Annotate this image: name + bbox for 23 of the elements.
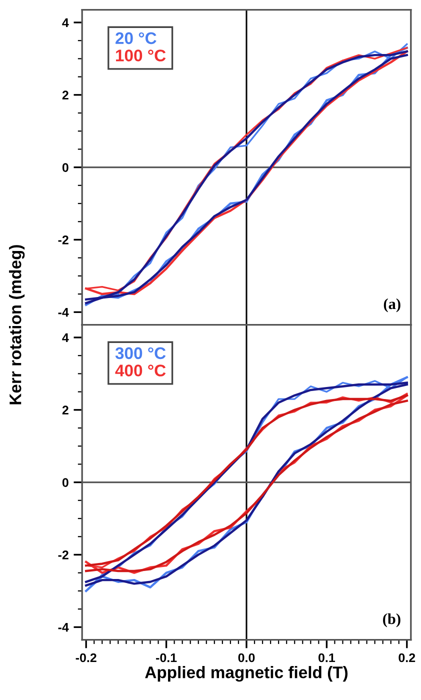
x-tick-label: 0.1 bbox=[318, 653, 336, 662]
annotation: (b) bbox=[383, 613, 400, 628]
y-tick-label: 0 bbox=[62, 163, 68, 172]
text: 100 °C bbox=[116, 50, 166, 62]
x-tick-label: -0.2 bbox=[76, 653, 96, 662]
y-tick-label: -4 bbox=[58, 308, 69, 317]
y-axis-title: Kerr rotation (mdeg) bbox=[9, 245, 25, 404]
y-tick-label: 4 bbox=[62, 18, 69, 27]
x-axis-title: Applied magnetic field (T) bbox=[145, 666, 348, 682]
x-tick-label: -0.1 bbox=[156, 653, 177, 662]
y-tick-label: 4 bbox=[62, 333, 69, 342]
text: 20 °C bbox=[116, 32, 156, 44]
annotation: (a) bbox=[384, 298, 400, 312]
y-tick-label: -4 bbox=[58, 623, 69, 632]
y-tick-label: -2 bbox=[58, 550, 68, 560]
x-tick-label: 0.0 bbox=[238, 653, 255, 662]
y-tick-label: 2 bbox=[62, 406, 68, 414]
text: 400 °C bbox=[115, 364, 166, 376]
x-tick-label: 0.2 bbox=[398, 653, 416, 662]
text: 300 °C bbox=[115, 347, 166, 360]
y-tick-label: -2 bbox=[58, 236, 68, 244]
y-tick-label: 2 bbox=[62, 90, 68, 100]
y-tick-label: 0 bbox=[62, 478, 68, 487]
